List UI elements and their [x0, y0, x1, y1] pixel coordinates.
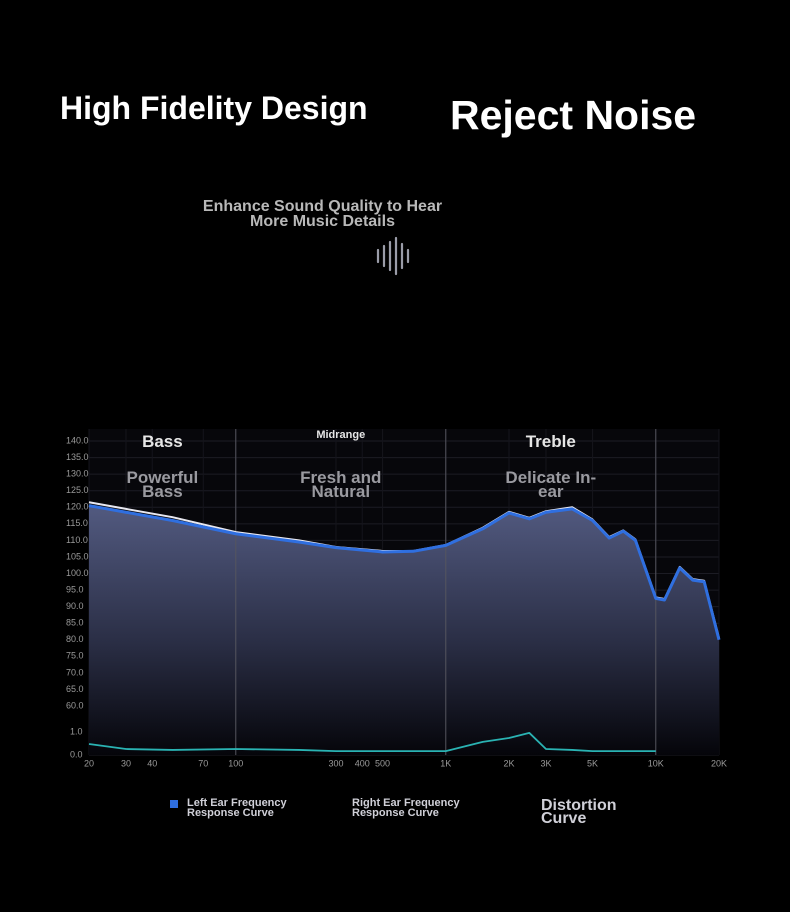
x-tick-label: 500 — [375, 758, 390, 768]
x-tick-label: 20K — [711, 758, 727, 768]
y-tick-label: 75.0 — [66, 651, 84, 661]
y-tick-label: 90.0 — [66, 601, 84, 611]
legend-label: Distortion Curve — [541, 797, 617, 827]
region-label: Treble — [525, 432, 576, 451]
y-tick-label: 120.0 — [66, 502, 89, 512]
x-tick-label: 2K — [503, 758, 514, 768]
x-tick-label: 100 — [228, 758, 243, 768]
y-tick-label: 95.0 — [66, 584, 84, 594]
series-line — [88, 732, 656, 752]
y-tick-label: 105.0 — [66, 551, 89, 561]
left-title: High Fidelity Design — [60, 90, 368, 126]
right-title: Reject Noise — [450, 92, 697, 138]
response-area — [89, 505, 719, 755]
y-tick-label: 65.0 — [66, 684, 84, 694]
series-line — [88, 504, 721, 641]
x-tick-label: 70 — [198, 758, 208, 768]
y-tick-label: 85.0 — [66, 618, 84, 628]
legend-swatch — [170, 800, 178, 808]
legend-label: Right Ear Frequency Response Curve — [352, 797, 460, 819]
x-tick-label: 30 — [121, 758, 131, 768]
y-tick-label: 135.0 — [66, 452, 89, 462]
y-tick-label: 80.0 — [66, 634, 84, 644]
y-tick-label: 60.0 — [66, 700, 84, 710]
y2-tick-label: 0.0 — [70, 749, 83, 759]
x-tick-label: 300 — [328, 758, 343, 768]
y2-tick-label: 1.0 — [70, 726, 83, 736]
tagline: Enhance Sound Quality to Hear More Music… — [202, 198, 443, 230]
y-tick-label: 100.0 — [66, 568, 89, 578]
y-tick-label: 130.0 — [66, 469, 89, 479]
y-tick-label: 125.0 — [66, 485, 89, 495]
x-tick-label: 40 — [147, 758, 157, 768]
wave-icon — [376, 236, 410, 276]
legend-label: Left Ear Frequency Response Curve — [187, 797, 287, 819]
y-tick-label: 140.0 — [66, 435, 89, 445]
x-tick-label: 20 — [84, 758, 94, 768]
region-description: Delicate In-ear — [505, 468, 597, 501]
y-tick-label: 110.0 — [66, 535, 88, 545]
region-description: Powerful Bass — [126, 468, 199, 501]
region-label: Midrange — [316, 429, 366, 441]
y-tick-label: 115.0 — [66, 518, 88, 528]
x-tick-label: 1K — [440, 758, 451, 768]
region-label: Bass — [142, 432, 183, 451]
y-tick-label: 70.0 — [66, 667, 84, 677]
x-tick-label: 3K — [540, 758, 551, 768]
x-tick-label: 400 — [355, 758, 370, 768]
x-tick-label: 10K — [648, 758, 664, 768]
region-description: Fresh and Natural — [300, 468, 382, 501]
x-tick-label: 5K — [587, 758, 598, 768]
